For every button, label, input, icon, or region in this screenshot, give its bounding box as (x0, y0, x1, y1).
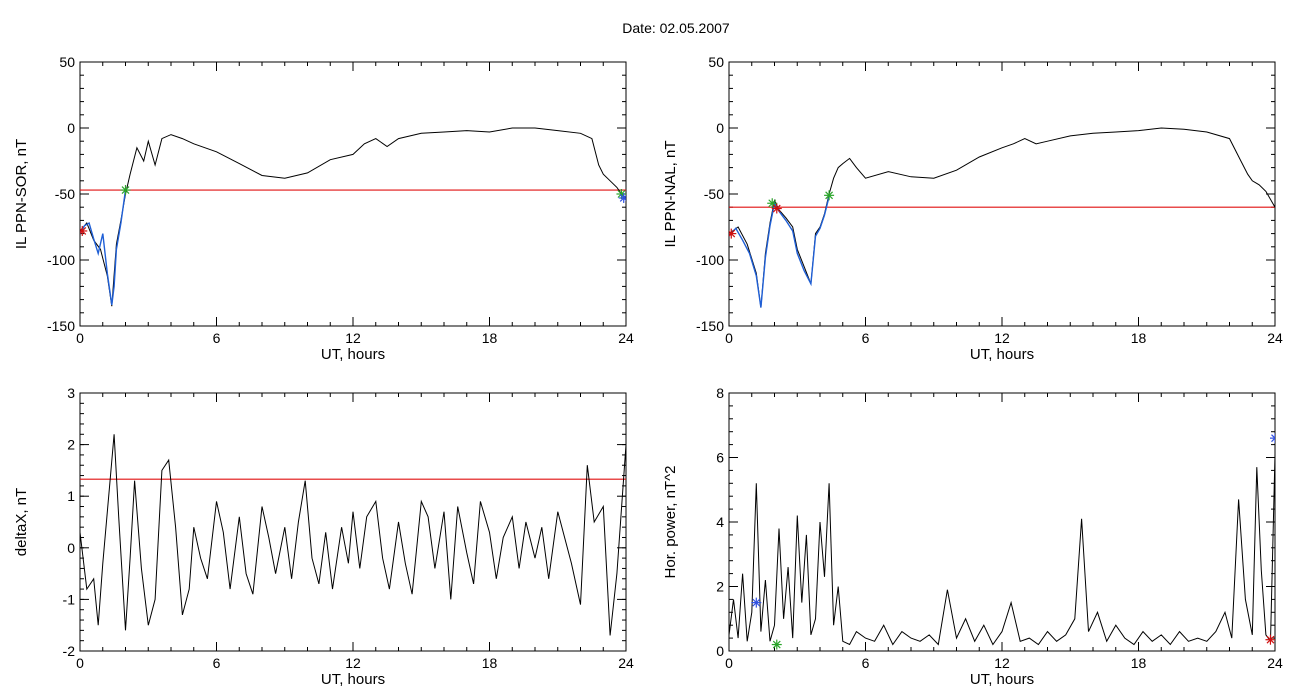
marker-stroke (772, 204, 781, 213)
series-line (729, 454, 1275, 646)
highlight-series-line (729, 196, 830, 308)
x-tick-label: 24 (1267, 330, 1283, 346)
marker-stroke (619, 194, 626, 202)
marker-stroke (772, 640, 781, 649)
y-tick-label: -50 (55, 186, 75, 202)
x-tick-label: 0 (76, 655, 84, 671)
event-marker (771, 639, 782, 650)
panel-top-right: 0 6 12 18 24 -150 -100 -50 0 50 UT, hours IL PPN-NA… (662, 54, 1283, 363)
event-marker (751, 597, 762, 608)
plot-frame (728, 392, 1276, 652)
event-marker (767, 198, 778, 209)
x-tick-label: 12 (345, 330, 361, 346)
highlight-series-line (80, 189, 127, 305)
data-layer (729, 127, 1275, 308)
x-axis-label: UT, hours (970, 671, 1034, 688)
marker-stroke (1271, 437, 1275, 443)
y-tick-label: 0 (67, 540, 75, 556)
marker-stroke (768, 199, 777, 208)
marker-stroke (1266, 635, 1275, 644)
event-marker (771, 203, 782, 214)
y-tick-label: 3 (67, 385, 75, 401)
x-axis-label: UT, hours (970, 346, 1034, 363)
x-tick-label: 24 (618, 330, 634, 346)
event-marker (729, 228, 737, 239)
marker-stroke (617, 190, 626, 198)
marker-stroke (825, 191, 834, 200)
marker-stroke (1271, 434, 1275, 439)
data-layer (80, 434, 626, 636)
y-tick-label: 50 (708, 54, 724, 70)
y-tick-label: -1 (63, 591, 76, 607)
plot-frame (79, 392, 627, 652)
x-tick-label: 18 (1131, 655, 1147, 671)
event-marker (1270, 433, 1275, 444)
x-tick-label: 24 (618, 655, 634, 671)
y-tick-label: -100 (47, 252, 75, 268)
x-tick-label: 6 (862, 655, 870, 671)
x-tick-label: 0 (76, 330, 84, 346)
event-marker (1265, 634, 1275, 645)
x-axis-label: UT, hours (321, 346, 385, 363)
y-tick-label: -100 (696, 252, 724, 268)
y-tick-label: 8 (716, 385, 724, 401)
x-tick-label: 12 (345, 655, 361, 671)
x-tick-label: 0 (725, 655, 733, 671)
y-tick-label: 50 (59, 54, 75, 70)
y-axis-label: Hor. power, nT^2 (662, 466, 679, 579)
x-axis-label: UT, hours (321, 671, 385, 688)
data-layer (729, 433, 1275, 650)
marker-stroke (80, 227, 87, 235)
x-tick-label: 18 (482, 330, 498, 346)
y-tick-label: -150 (47, 318, 75, 334)
event-marker (824, 190, 835, 201)
y-tick-label: -50 (704, 186, 724, 202)
x-tick-label: 6 (213, 655, 221, 671)
x-tick-label: 12 (994, 655, 1010, 671)
y-axis-label: IL PPN-SOR, nT (13, 139, 30, 249)
series-line (80, 127, 626, 307)
y-axis-label: deltaX, nT (13, 488, 30, 556)
event-marker (618, 192, 626, 203)
marker-stroke (729, 229, 736, 237)
panel-top-left: 0 6 12 18 24 -150 -100 -50 0 50 UT, hours IL PPN-SO… (13, 54, 634, 363)
data-layer (80, 127, 626, 307)
y-axis-label: IL PPN-NAL, nT (662, 141, 679, 248)
marker-stroke (121, 186, 130, 194)
x-tick-label: 18 (482, 655, 498, 671)
x-tick-label: 6 (213, 330, 221, 346)
plot-frame (728, 61, 1276, 327)
x-tick-label: 18 (1131, 330, 1147, 346)
y-tick-label: -150 (696, 318, 724, 334)
y-tick-label: 4 (716, 514, 724, 530)
y-tick-label: 0 (67, 120, 75, 136)
y-tick-label: 1 (67, 488, 75, 504)
x-tick-label: 0 (725, 330, 733, 346)
y-tick-label: 2 (716, 579, 724, 595)
event-marker (80, 225, 88, 236)
y-tick-label: -2 (63, 643, 76, 659)
y-tick-label: 0 (716, 643, 724, 659)
series-line (80, 434, 626, 636)
marker-stroke (752, 598, 761, 607)
y-tick-label: 2 (67, 437, 75, 453)
x-tick-label: 6 (862, 330, 870, 346)
event-marker (120, 185, 131, 196)
x-tick-label: 24 (1267, 655, 1283, 671)
plot-frame (79, 61, 627, 327)
y-tick-label: 6 (716, 450, 724, 466)
y-tick-label: 0 (716, 120, 724, 136)
x-tick-label: 12 (994, 330, 1010, 346)
figure-title: Date: 02.05.2007 (622, 20, 730, 36)
